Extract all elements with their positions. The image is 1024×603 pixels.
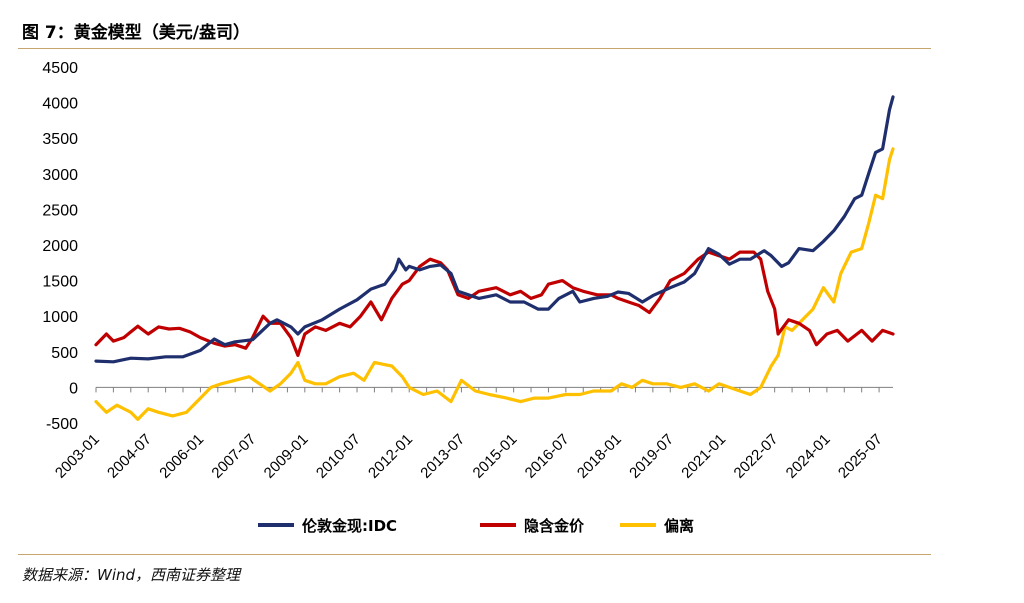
x-tick-label: 2015-01 (470, 431, 521, 482)
series-layer (94, 95, 895, 421)
x-tick-label: 2024-01 (783, 431, 834, 482)
series-line-idc (94, 95, 895, 364)
y-tick-label: -500 (46, 416, 78, 433)
x-tick-label: 2012-01 (365, 431, 416, 482)
y-tick-label: 2500 (42, 202, 78, 219)
x-tick-label: 2025-07 (835, 431, 886, 482)
x-tick-label: 2022-07 (731, 431, 782, 482)
legend: 伦敦金现:IDC 隐含金价 偏离 (258, 517, 694, 535)
y-tick-label: 2000 (42, 238, 78, 255)
axes-layer: 4500 4000 3500 3000 2500 2000 1500 1000 500 0 -500… (42, 60, 893, 482)
x-tick-label: 2010-07 (313, 431, 364, 482)
source-note: 数据来源：Wind，西南证券整理 (22, 566, 241, 584)
x-tick-label: 2013-07 (417, 431, 468, 482)
x-tick-label: 2018-01 (574, 431, 625, 482)
y-tick-label: 1000 (42, 309, 78, 326)
y-tick-label: 500 (51, 345, 78, 362)
x-tick-label: 2019-07 (626, 431, 677, 482)
x-tick-label: 2003-01 (52, 431, 103, 482)
x-tick-label: 2021-01 (678, 431, 729, 482)
legend-label-implied: 隐含金价 (524, 517, 585, 535)
legend-label-deviation: 偏离 (664, 517, 694, 535)
series-line-deviation (94, 147, 895, 421)
x-tick-label: 2009-01 (261, 431, 312, 482)
bottom-rule (18, 554, 931, 555)
y-tick-label: 1500 (42, 274, 78, 291)
x-tick-label: 2006-01 (156, 431, 207, 482)
x-tick-label: 2016-07 (522, 431, 573, 482)
y-tick-label: 4000 (42, 96, 78, 113)
figure-title: 图 7：黄金模型（美元/盎司） (22, 23, 250, 43)
y-tick-label: 3000 (42, 167, 78, 184)
x-tick-label: 2007-07 (208, 431, 259, 482)
top-rule (18, 48, 931, 49)
legend-label-idc: 伦敦金现:IDC (302, 517, 397, 535)
x-tick-label: 2004-07 (104, 431, 155, 482)
y-tick-label: 0 (69, 380, 78, 397)
y-tick-label: 3500 (42, 131, 78, 148)
y-tick-label: 4500 (42, 60, 78, 77)
